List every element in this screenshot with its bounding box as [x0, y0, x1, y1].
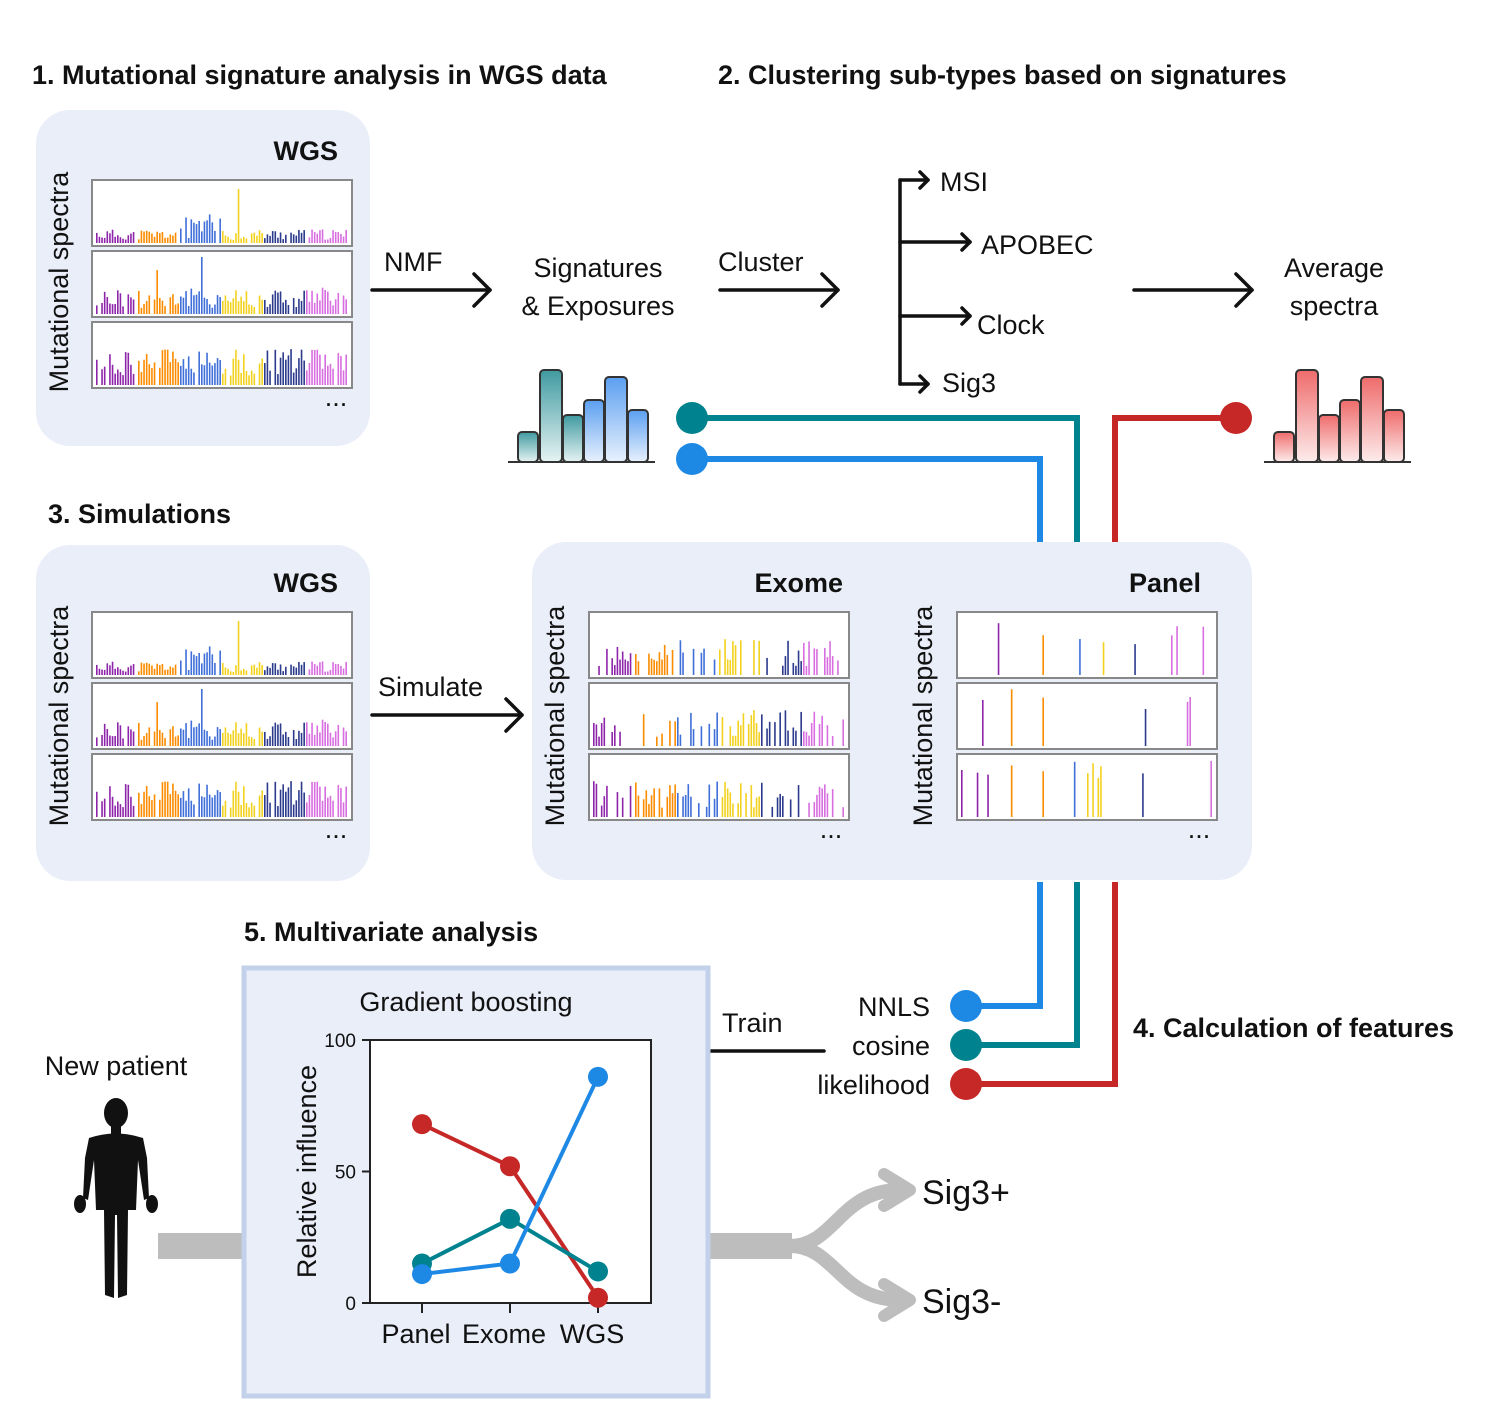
subtype-clock: Clock: [977, 310, 1045, 340]
outcome-branches: [708, 1168, 916, 1322]
cluster-arrow: [718, 272, 840, 308]
x-tick-label: Panel: [381, 1319, 450, 1349]
wgs-title-top: WGS: [274, 136, 339, 166]
person-silhouette-icon: [74, 1098, 158, 1298]
relative-influence-chart: 0 50 100 Panel Exome WGS Relative influence: [292, 1031, 652, 1349]
subtype-tree: [898, 170, 972, 394]
spectra-axis-label-1: Mutational spectra: [44, 171, 74, 393]
simulate-arrow: [370, 697, 524, 733]
feature-likelihood: likelihood: [817, 1070, 930, 1100]
subtype-msi: MSI: [940, 167, 988, 197]
cluster-label: Cluster: [718, 247, 804, 277]
panel-spectra: [956, 611, 1218, 821]
section-5-title: 5. Multivariate analysis: [244, 917, 538, 947]
nmf-label: NMF: [384, 247, 442, 277]
point-likelihood: [412, 1114, 432, 1135]
likelihood-dot-bottom: [950, 1068, 982, 1100]
likelihood-dot-top: [1220, 402, 1252, 434]
y-tick-label: 100: [324, 1031, 356, 1052]
y-tick-label: 0: [345, 1294, 356, 1315]
spectra-axis-label-3: Mutational spectra: [540, 605, 570, 827]
exome-title: Exome: [754, 568, 843, 598]
signatures-histogram-icon: [508, 369, 655, 463]
point-nnls: [500, 1253, 520, 1274]
nnls-dot-bottom: [950, 990, 982, 1022]
x-tick-label: Exome: [462, 1319, 546, 1349]
nnls-connector-top: [692, 456, 1043, 542]
signatures-label-1: Signatures: [533, 253, 662, 283]
train-label: Train: [722, 1008, 783, 1038]
point-cosine: [500, 1208, 520, 1229]
simulate-label: Simulate: [378, 672, 483, 702]
average-label-2: spectra: [1290, 291, 1380, 321]
likelihood-connector-bottom: [966, 882, 1118, 1087]
point-likelihood: [500, 1156, 520, 1177]
wgs-spectra-bottom: [91, 611, 353, 821]
wgs-title-bottom: WGS: [274, 568, 339, 598]
cosine-connector-top: [692, 415, 1080, 542]
outcome-sig3-negative: Sig3-: [922, 1283, 1001, 1321]
ellipsis-4: ...: [1188, 814, 1211, 844]
panel-title: Panel: [1129, 568, 1201, 598]
feature-nnls: NNLS: [858, 992, 930, 1022]
point-cosine: [588, 1261, 608, 1282]
spectra-axis-label-2: Mutational spectra: [44, 605, 74, 827]
subtype-sig3: Sig3: [942, 368, 996, 398]
signatures-label-2: & Exposures: [521, 291, 674, 321]
nnls-dot-top: [676, 443, 708, 475]
feature-cosine: cosine: [852, 1031, 930, 1061]
ellipsis-3: ...: [820, 814, 843, 844]
nmf-arrow: [370, 272, 492, 308]
point-nnls: [588, 1066, 608, 1087]
nnls-connector-bottom: [966, 882, 1043, 1009]
section-1-title: 1. Mutational signature analysis in WGS …: [32, 60, 608, 90]
wgs-spectra-top: [91, 179, 353, 389]
section-3-title: 3. Simulations: [48, 499, 231, 529]
outcome-sig3-positive: Sig3+: [922, 1174, 1010, 1212]
subtype-apobec: APOBEC: [981, 230, 1094, 260]
y-tick-label: 50: [335, 1163, 356, 1184]
new-patient-label: New patient: [45, 1051, 188, 1081]
patient-input-bar: [158, 1233, 244, 1259]
cosine-dot-top: [676, 402, 708, 434]
feature-connectors: [692, 415, 1236, 1087]
exome-spectra: [588, 611, 850, 821]
x-tick-label: WGS: [560, 1319, 625, 1349]
cosine-dot-bottom: [950, 1029, 982, 1061]
spectra-axis-label-4: Mutational spectra: [908, 605, 938, 827]
section-4-title: 4. Calculation of features: [1133, 1013, 1454, 1043]
average-arrow: [1132, 272, 1254, 308]
cosine-connector-bottom: [966, 882, 1080, 1048]
point-likelihood: [588, 1287, 608, 1308]
likelihood-connector-top: [1112, 415, 1236, 542]
ellipsis-1: ...: [325, 382, 348, 412]
average-label-1: Average: [1284, 253, 1384, 283]
ellipsis-2: ...: [325, 814, 348, 844]
y-axis-label: Relative influence: [292, 1065, 322, 1278]
chart-title: Gradient boosting: [359, 987, 572, 1017]
point-nnls: [412, 1264, 432, 1285]
section-2-title: 2. Clustering sub-types based on signatu…: [718, 60, 1287, 90]
average-spectra-histogram-icon: [1264, 369, 1411, 463]
